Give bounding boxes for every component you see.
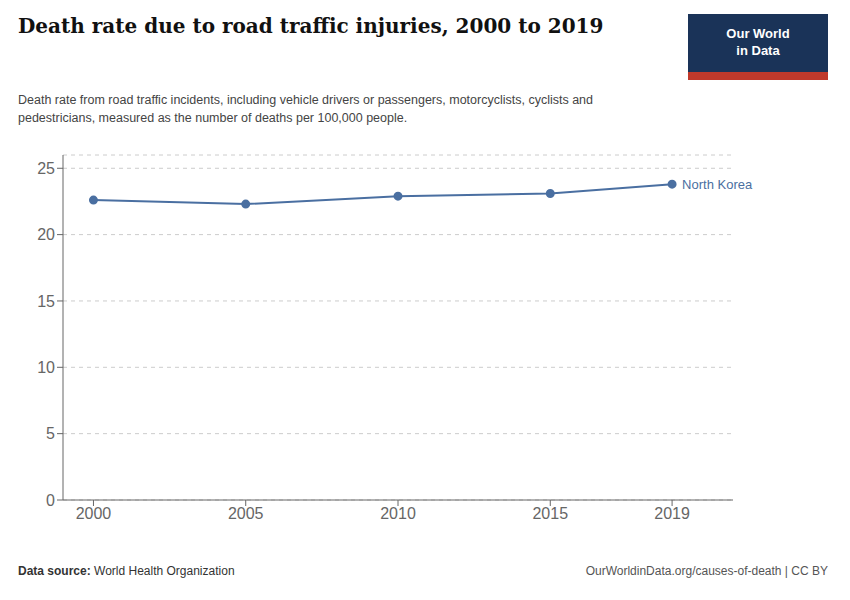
svg-text:5: 5	[46, 425, 55, 442]
svg-text:2000: 2000	[76, 505, 112, 522]
svg-text:2019: 2019	[654, 505, 690, 522]
html-text:OurWorldinData.org/causes-of-d: OurWorldinData.org/causes-of-death | CC …	[585, 564, 828, 578]
svg-text:2015: 2015	[532, 505, 568, 522]
svg-text:20: 20	[37, 226, 55, 243]
svg-text:10: 10	[37, 359, 55, 376]
svg-text:2010: 2010	[380, 505, 416, 522]
svg-text:North Korea: North Korea	[682, 177, 753, 192]
svg-text:25: 25	[37, 160, 55, 177]
html-text:Our World in Data: Our World in Data	[726, 26, 790, 58]
html-text:Death rate from road traffic i: Death rate from road traffic incidents, …	[18, 93, 593, 125]
html-text:Death rate due to road traffic: Death rate due to road traffic injuries,…	[18, 14, 604, 38]
svg-text:15: 15	[37, 293, 55, 310]
html-text:Data source: World Health Orga: Data source: World Health Organization	[18, 564, 235, 578]
svg-text:0: 0	[46, 492, 55, 509]
svg-text:2005: 2005	[228, 505, 264, 522]
